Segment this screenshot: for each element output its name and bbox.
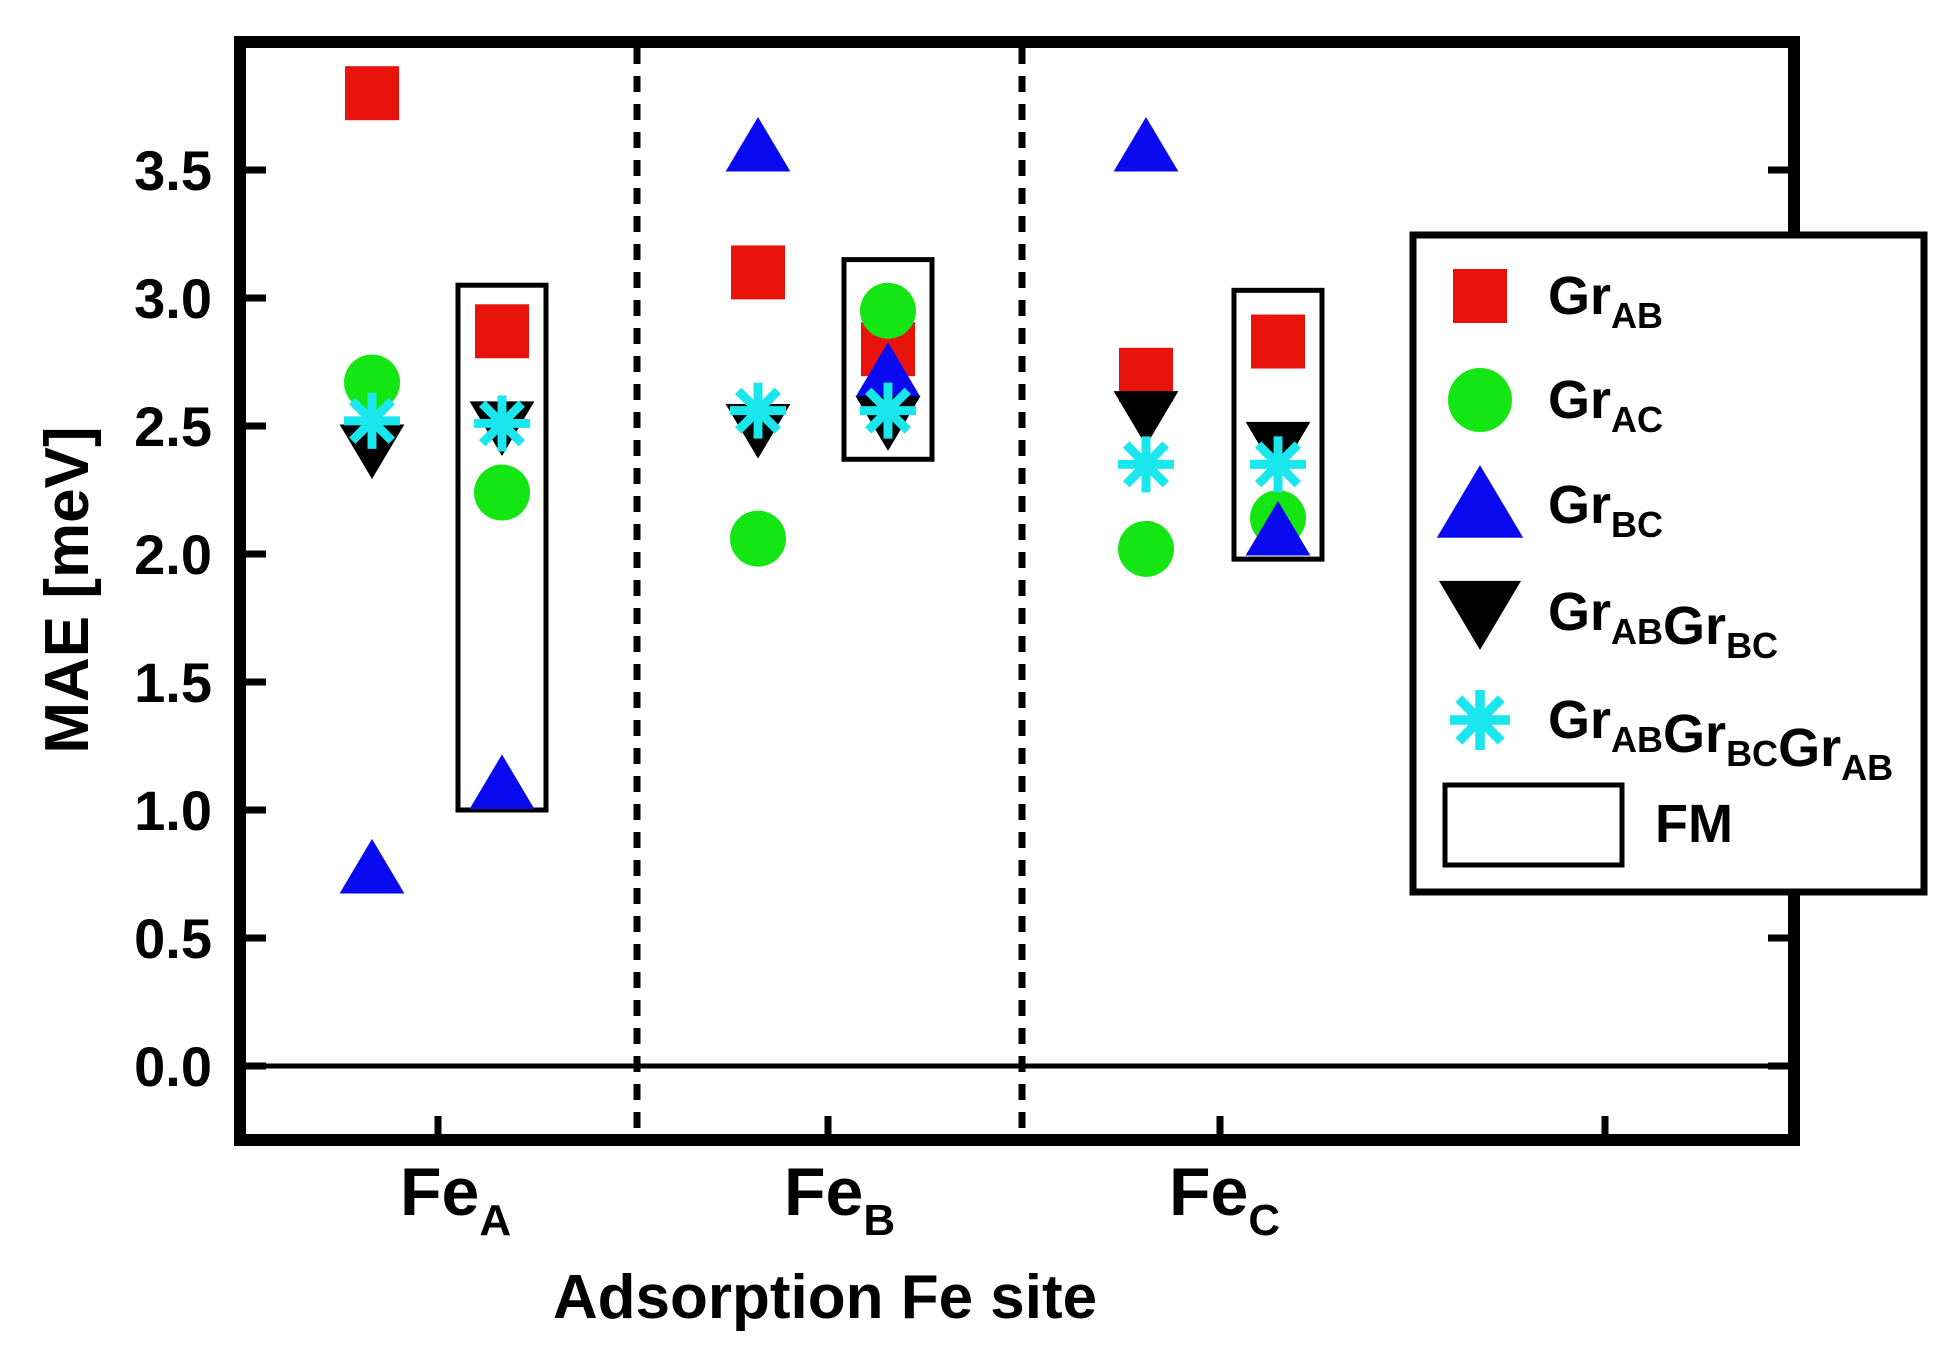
point-fm-grab-fe-c xyxy=(1251,314,1305,369)
point-grabgrbcgrab-fe-b xyxy=(730,382,786,439)
legend-label-grab: GrAB xyxy=(1548,266,1663,336)
y-tick-label-2: 1.0 xyxy=(134,779,212,842)
y-tick-label-0: 0.0 xyxy=(134,1035,212,1098)
fm-box-1 xyxy=(841,257,935,462)
legend-marker-grabgrbcgrab xyxy=(1450,690,1510,750)
point-fm-grac-fe-a xyxy=(474,464,530,521)
y-axis-title: MAE [meV] xyxy=(33,426,102,753)
legend-marker-grbc xyxy=(1436,465,1524,538)
point-fm-grac-fe-b xyxy=(860,282,916,339)
point-grabgrbc-fe-c xyxy=(1113,391,1179,446)
x-ticks xyxy=(434,1116,1609,1134)
y-tick-label-1: 0.5 xyxy=(134,907,212,970)
point-fm-grabgrbcgrab-fe-c xyxy=(1250,436,1306,493)
x-tick-label-fe-b: FeB xyxy=(784,1154,895,1245)
legend-marker-grac xyxy=(1448,368,1512,432)
y-tick-label-3: 1.5 xyxy=(134,651,212,714)
point-grac-fe-a xyxy=(344,354,400,411)
y-tick-label-4: 2.0 xyxy=(134,523,212,586)
legend: FM GrAB GrAC GrBC GrABGrBC GrABGrBCGrAB xyxy=(1409,231,1928,896)
legend-label-grabgrbc: GrABGrBC xyxy=(1548,582,1778,666)
legend-label-grbc: GrBC xyxy=(1548,475,1663,545)
point-fm-grbc-fe-a xyxy=(469,754,535,809)
fm-box-2 xyxy=(1231,287,1325,562)
y-tick-label-6: 3.0 xyxy=(134,267,212,330)
y-tick-label-7: 3.5 xyxy=(134,139,212,202)
point-grabgrbcgrab-fe-c xyxy=(1118,436,1174,493)
x-tick-label-fe-c: FeC xyxy=(1169,1154,1280,1245)
point-fm-grabgrbcgrab-fe-a xyxy=(474,395,530,452)
point-grac-fe-b xyxy=(730,510,786,567)
point-fm-grab-fe-a xyxy=(475,304,529,359)
point-grbc-fe-b xyxy=(725,116,791,172)
y-axis: 0.0 0.5 1.0 1.5 2.0 2.5 3.0 3.5 xyxy=(134,139,1788,1098)
legend-marker-grabgrbc xyxy=(1438,580,1522,650)
data-points xyxy=(339,66,1311,894)
point-grbc-fe-c xyxy=(1113,116,1179,172)
point-fm-grbc-fe-b xyxy=(855,342,921,397)
legend-marker-grab xyxy=(1453,269,1507,323)
point-fm-grbc-fe-c xyxy=(1245,500,1311,556)
point-grabgrbcgrab-fe-a xyxy=(344,392,400,449)
legend-fm-box xyxy=(1442,782,1625,868)
x-tick-label-fe-a: FeA xyxy=(400,1154,511,1245)
legend-label-grac: GrAC xyxy=(1548,370,1663,440)
point-grbc-fe-a xyxy=(339,838,405,894)
point-fm-grabgrbcgrab-fe-b xyxy=(860,382,916,439)
fm-box-0 xyxy=(455,282,549,813)
point-grab-fe-a xyxy=(345,66,399,121)
x-axis-title: Adsorption Fe site xyxy=(553,1263,1097,1332)
fm-boxes xyxy=(455,257,1325,813)
y-tick-label-5: 2.5 xyxy=(134,395,212,458)
point-grac-fe-c xyxy=(1118,520,1174,577)
point-grab-fe-b xyxy=(731,245,785,300)
legend-label-grabgrbcgrab: GrABGrBCGrAB xyxy=(1548,690,1893,788)
legend-fm-label: FM xyxy=(1655,794,1733,854)
